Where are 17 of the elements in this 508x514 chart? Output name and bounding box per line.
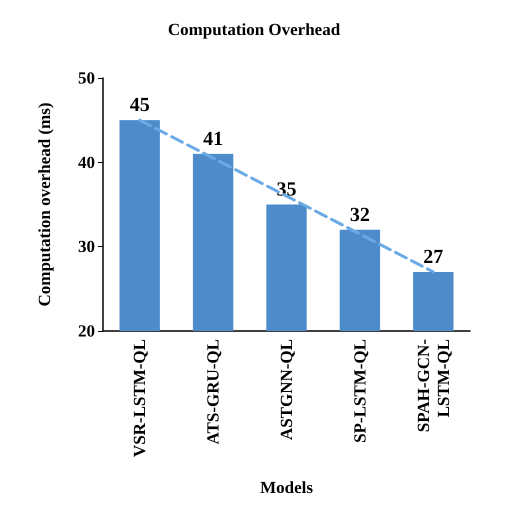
x-tick-label: SP-LSTM-QL (350, 339, 370, 443)
data-label: 32 (350, 204, 370, 226)
data-label: 45 (130, 94, 150, 116)
y-tick-label: 50 (78, 68, 95, 88)
y-tick-label: 30 (78, 237, 95, 256)
x-tick-label: ATS-GRU-QL (204, 339, 223, 444)
y-tick-label: 20 (78, 322, 95, 340)
chart-title: Computation Overhead (168, 20, 341, 39)
y-axis-title: Computation overhead (ms) (35, 102, 54, 306)
x-tick-label: VSR-LSTM-QL (130, 339, 150, 458)
data-label: 41 (203, 128, 224, 150)
y-tick-label: 40 (78, 152, 95, 172)
x-tick-label: ASTGNN-QL (277, 339, 296, 440)
data-label: 35 (276, 178, 296, 200)
data-label: 27 (423, 246, 444, 268)
x-axis-title: Models (260, 478, 314, 497)
x-tick-label: SPAH-GCN- LSTM-QL (414, 338, 453, 432)
